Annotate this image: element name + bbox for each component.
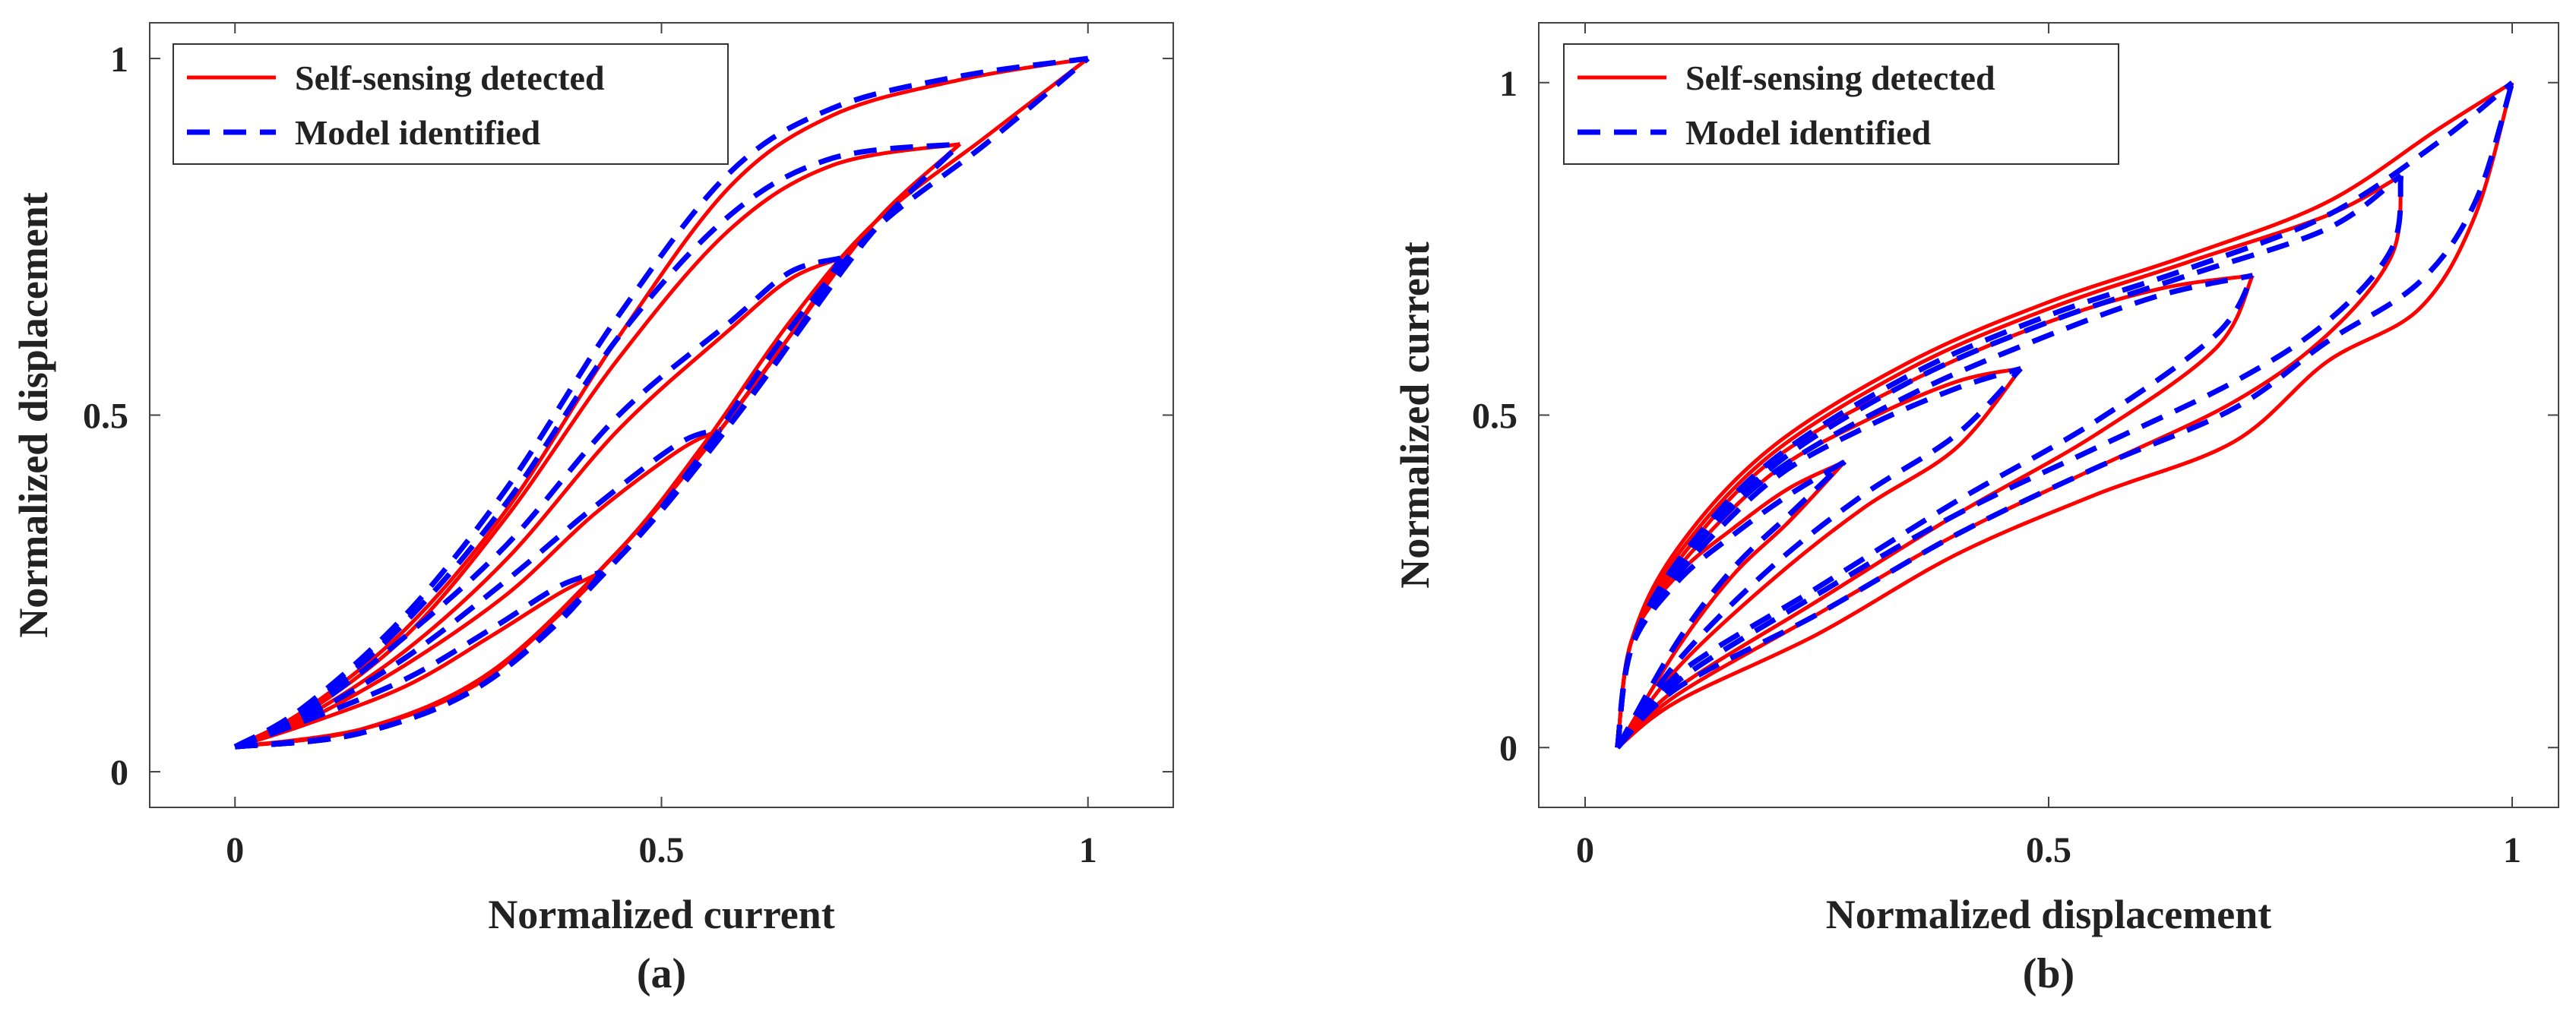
detected-loop-1-lower-branch — [1616, 175, 2404, 750]
model-loop-1-upper-branch — [1615, 173, 2403, 748]
x-tick-label: 0 — [226, 830, 244, 870]
y-tick-label: 0 — [110, 753, 128, 793]
detected-loop-0-upper-branch — [234, 56, 1089, 749]
x-tick-label: 1 — [1079, 830, 1097, 870]
series-model-identified — [1615, 81, 2515, 750]
x-tick-label: 1 — [2503, 830, 2521, 870]
chart-panel-b: 0 0.5 1 0 0.5 1 Normalized displacement Norma… — [1392, 22, 2559, 997]
y-tick-label: 1 — [110, 39, 128, 80]
detected-loop-4-upper-branch — [234, 570, 603, 749]
x-axis-label: Normalized displacement — [1826, 892, 2271, 937]
model-loop-0-lower-branch — [234, 56, 1090, 750]
detected-loop-0-lower-branch — [1616, 82, 2514, 750]
model-loop-0-upper-branch — [233, 55, 1089, 750]
tick-layer: 0 0.5 1 0 0.5 1 — [83, 23, 1173, 870]
model-loop-1-lower-branch — [1616, 175, 2404, 750]
model-loop-2-lower-branch — [1615, 273, 2255, 750]
y-tick-label: 0 — [1499, 728, 1517, 769]
model-loop-2-upper-branch — [233, 255, 842, 750]
model-loop-4-lower-branch — [1615, 460, 1847, 749]
legend-label-self-sensing: Self-sensing detected — [295, 58, 605, 97]
model-loop-3-upper-branch — [233, 426, 723, 750]
model-loop-4-lower-branch — [234, 570, 604, 750]
detected-loop-0-upper-branch — [1616, 81, 2514, 748]
chart-panel-a: 0 0.5 1 0 0.5 1 Normalized current Normalized… — [11, 22, 1174, 997]
detected-loop-3-lower-branch — [1616, 367, 2023, 749]
x-tick-label: 0 — [1576, 830, 1594, 870]
model-loop-0-lower-branch — [1616, 81, 2515, 750]
series-model-identified — [233, 55, 1090, 750]
model-loop-4-upper-branch — [1615, 459, 1847, 748]
panel-label: (a) — [637, 950, 686, 997]
x-tick-label: 0.5 — [2026, 830, 2071, 870]
legend-label-self-sensing: Self-sensing detected — [1685, 58, 1995, 97]
y-axis-label: Normalized displacement — [11, 192, 56, 637]
legend: Self-sensing detected Model identified — [1563, 43, 2119, 165]
curve-layer — [1615, 81, 2515, 750]
model-loop-3-upper-branch — [1615, 365, 2022, 748]
model-loop-1-upper-branch — [233, 141, 960, 750]
legend: Self-sensing detected Model identified — [172, 43, 729, 165]
y-tick-label: 1 — [1499, 64, 1517, 104]
y-tick-label: 0.5 — [83, 396, 128, 437]
legend-box — [172, 43, 729, 165]
curve-layer — [233, 55, 1090, 750]
legend-label-model: Model identified — [295, 113, 541, 152]
y-tick-label: 0.5 — [1472, 396, 1517, 437]
detected-loop-2-upper-branch — [234, 256, 842, 749]
panel-label: (b) — [2023, 950, 2074, 997]
x-tick-label: 0.5 — [639, 830, 685, 870]
detected-loop-4-lower-branch — [1616, 460, 1847, 749]
legend-box — [1563, 43, 2119, 165]
legend-label-model: Model identified — [1685, 113, 1932, 152]
model-loop-3-lower-branch — [1615, 366, 2023, 750]
y-axis-label: Normalized current — [1392, 242, 1438, 588]
tick-layer: 0 0.5 1 0 0.5 1 — [1472, 23, 2559, 870]
x-axis-label: Normalized current — [488, 892, 834, 937]
